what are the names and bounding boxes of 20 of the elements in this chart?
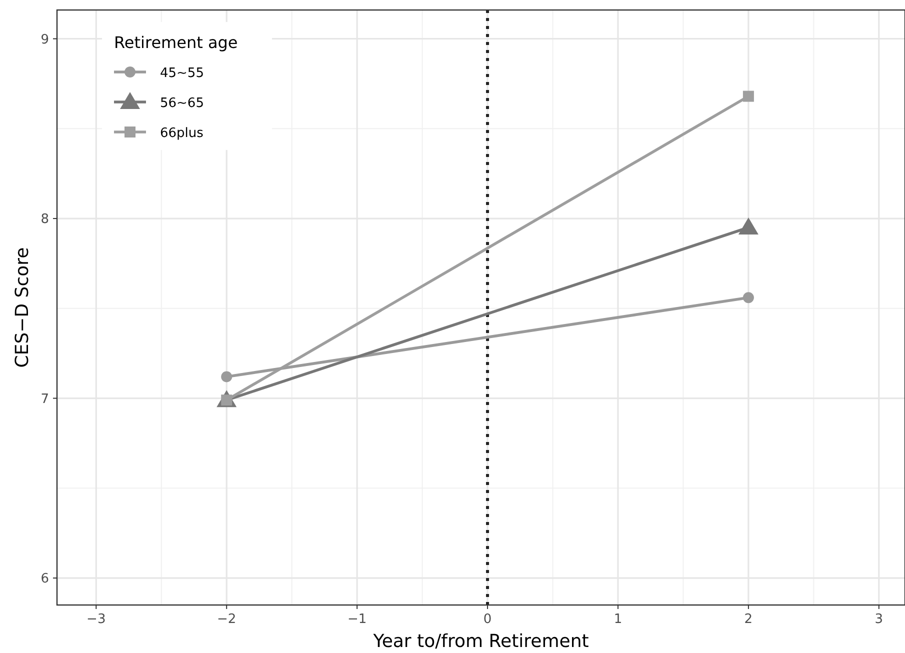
x-tick-label: −1 <box>347 612 367 627</box>
x-tick-label: 1 <box>614 612 622 627</box>
point <box>742 292 754 304</box>
legend-label: 66plus <box>160 126 204 141</box>
legend-title: Retirement age <box>114 33 238 52</box>
x-tick-label: 0 <box>483 612 492 627</box>
x-axis-title: Year to/from Retirement <box>372 631 589 652</box>
x-tick-label: 3 <box>874 612 884 627</box>
legend-label: 45~55 <box>160 66 204 81</box>
y-tick-label: 6 <box>40 572 49 587</box>
x-tick-label: 2 <box>744 612 753 627</box>
point <box>742 90 754 102</box>
point <box>221 371 232 382</box>
y-tick-label: 8 <box>40 212 49 228</box>
x-tick-label: −2 <box>217 612 236 627</box>
legend-label: 56~65 <box>160 96 204 111</box>
y-tick-label: 7 <box>40 392 49 407</box>
y-tick-label: 9 <box>40 32 49 48</box>
x-tick-label: −3 <box>86 612 106 627</box>
y-axis-title: CES−D Score <box>12 247 33 368</box>
